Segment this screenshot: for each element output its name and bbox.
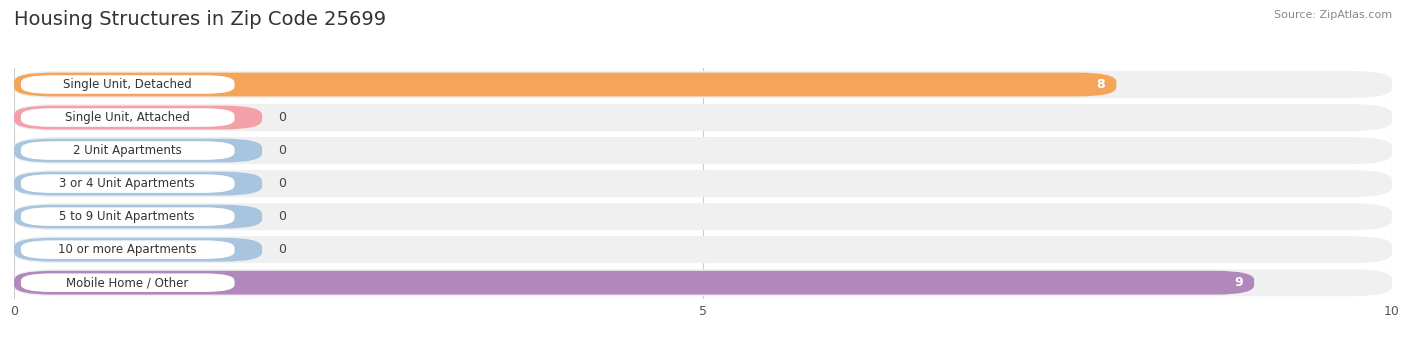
Text: 10 or more Apartments: 10 or more Apartments [58, 243, 197, 256]
FancyBboxPatch shape [21, 273, 235, 292]
Text: Single Unit, Attached: Single Unit, Attached [65, 111, 190, 124]
Text: 0: 0 [278, 111, 287, 124]
Text: Source: ZipAtlas.com: Source: ZipAtlas.com [1274, 10, 1392, 20]
Text: 0: 0 [278, 210, 287, 223]
Text: 0: 0 [278, 177, 287, 190]
Text: 0: 0 [278, 243, 287, 256]
FancyBboxPatch shape [14, 203, 1392, 230]
Text: Mobile Home / Other: Mobile Home / Other [66, 276, 188, 289]
FancyBboxPatch shape [21, 207, 235, 226]
FancyBboxPatch shape [14, 71, 1392, 98]
FancyBboxPatch shape [14, 104, 1392, 131]
FancyBboxPatch shape [21, 174, 235, 193]
FancyBboxPatch shape [14, 238, 262, 261]
Text: 5 to 9 Unit Apartments: 5 to 9 Unit Apartments [59, 210, 195, 223]
FancyBboxPatch shape [21, 75, 235, 94]
FancyBboxPatch shape [14, 73, 1116, 97]
FancyBboxPatch shape [14, 170, 1392, 197]
FancyBboxPatch shape [14, 205, 262, 228]
Text: 3 or 4 Unit Apartments: 3 or 4 Unit Apartments [59, 177, 195, 190]
FancyBboxPatch shape [21, 240, 235, 259]
Text: 9: 9 [1234, 276, 1243, 289]
FancyBboxPatch shape [14, 139, 262, 163]
FancyBboxPatch shape [21, 141, 235, 160]
Text: Housing Structures in Zip Code 25699: Housing Structures in Zip Code 25699 [14, 10, 387, 29]
FancyBboxPatch shape [14, 137, 1392, 164]
FancyBboxPatch shape [14, 106, 262, 130]
FancyBboxPatch shape [14, 172, 262, 195]
Text: Single Unit, Detached: Single Unit, Detached [63, 78, 191, 91]
Text: 2 Unit Apartments: 2 Unit Apartments [73, 144, 181, 157]
Text: 0: 0 [278, 144, 287, 157]
FancyBboxPatch shape [14, 271, 1254, 294]
FancyBboxPatch shape [14, 236, 1392, 263]
FancyBboxPatch shape [21, 108, 235, 127]
Text: 8: 8 [1097, 78, 1105, 91]
FancyBboxPatch shape [14, 269, 1392, 296]
